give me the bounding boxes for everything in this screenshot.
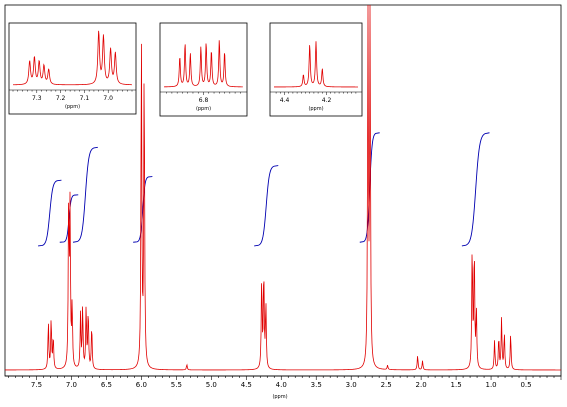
x-tick-label: 5.5 [171,381,182,389]
inset-tick-label: 4.4 [280,97,290,104]
integral-curve-6 [461,132,490,247]
inset-tick-label: 7.0 [103,95,113,102]
inset-aryl-region: 6.8 (ppm) [159,22,248,117]
inset-quartet-region: 4.4 4.2 (ppm) [269,22,363,117]
inset-frame [269,22,363,117]
x-tick-label: 6.5 [101,381,112,389]
x-tick-label: 6.0 [136,381,147,389]
inset-tick-label: 7.1 [80,95,90,102]
integral-curve-2 [72,146,98,243]
inset-aromatic-region: 7.3 7.2 7.1 7.0 (ppm) [8,22,137,115]
inset-frame [159,22,248,117]
inset-tick-label: 4.2 [322,97,332,104]
x-tick-label: 5.0 [206,381,217,389]
x-axis: 7.5 7.0 6.5 6.0 5.5 5.0 4.5 4.0 3.5 3.0 2.5 2.0 1.5 1… [5,375,562,389]
x-tick-label: 2.5 [381,381,392,389]
x-tick-label: 3.5 [311,381,322,389]
x-tick-label: 3.0 [346,381,357,389]
integral-curve-3 [133,176,153,243]
x-tick-label: 1.5 [451,381,462,389]
x-tick-label: 4.5 [241,381,252,389]
inset-axis-label: (ppm) [196,106,211,112]
inset-axis-label: (ppm) [65,104,80,110]
inset-spectrum-line [164,40,243,88]
integral-curve-4 [254,165,279,247]
x-tick-label: 7.5 [31,381,42,389]
inset-tick-label: 7.3 [32,95,42,102]
inset-tick-label: 6.8 [199,97,209,104]
x-tick-label: 1.0 [485,381,496,389]
x-axis-label: (ppm) [272,394,287,400]
x-tick-label: 4.0 [276,381,287,389]
x-tick-label: 0.5 [520,381,531,389]
x-tick-label: 2.0 [416,381,427,389]
integral-curve-0 [38,179,62,247]
inset-tick-label: 7.2 [56,95,66,102]
x-tick-label: 7.0 [66,381,77,389]
spectrum-line [5,4,561,371]
inset-frame [8,22,137,115]
inset-spectrum-line [12,30,132,86]
inset-axis-label: (ppm) [308,106,323,112]
inset-spectrum-line [274,41,358,88]
